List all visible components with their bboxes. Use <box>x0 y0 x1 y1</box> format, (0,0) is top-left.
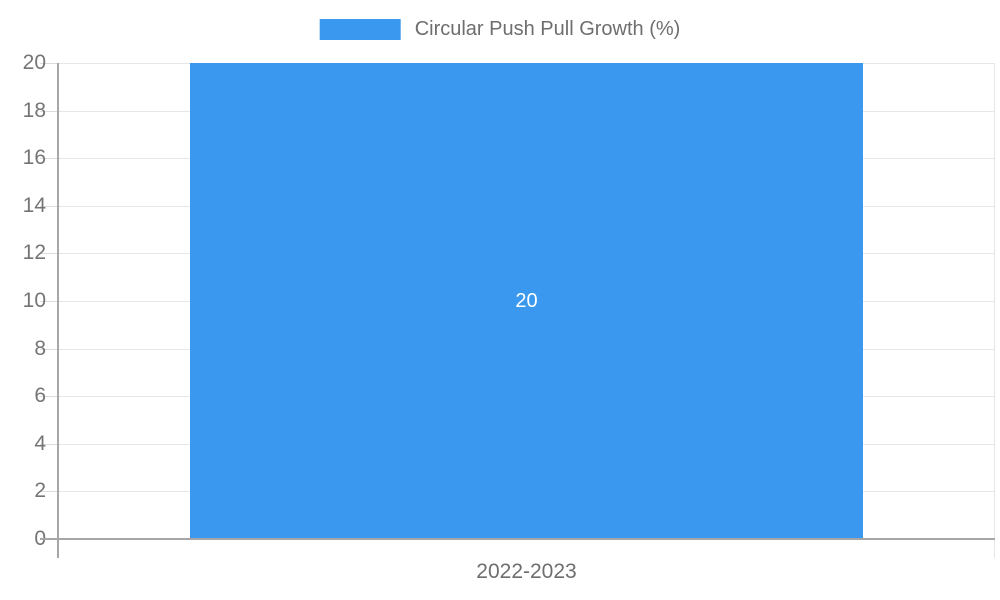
y-tick-label: 20 <box>22 51 46 74</box>
legend-label: Circular Push Pull Growth (%) <box>414 18 681 40</box>
y-tick-label: 14 <box>22 194 46 217</box>
y-tick-label: 2 <box>34 479 46 502</box>
y-tick-mark <box>40 491 58 492</box>
plot-right-boundary-line <box>994 63 995 558</box>
y-tick-label: 4 <box>34 432 46 455</box>
y-tick-mark <box>40 301 58 302</box>
y-tick-mark <box>40 206 58 207</box>
x-axis-category-label: 2022-2023 <box>476 560 577 583</box>
legend-swatch <box>319 19 401 40</box>
y-tick-mark <box>40 63 58 64</box>
y-tick-mark <box>40 349 58 350</box>
y-tick-label: 10 <box>22 289 46 312</box>
y-tick-label: 8 <box>34 337 46 360</box>
y-axis-line <box>57 63 59 558</box>
y-tick-mark <box>40 158 58 159</box>
y-tick-label: 18 <box>22 99 46 122</box>
y-tick-label: 12 <box>22 241 46 264</box>
legend[interactable]: Circular Push Pull Growth (%) <box>319 18 681 41</box>
bar-2022-2023[interactable]: 20 <box>190 63 863 539</box>
bar-value-label: 20 <box>515 289 538 312</box>
y-tick-mark <box>40 444 58 445</box>
y-tick-mark <box>40 396 58 397</box>
y-tick-mark <box>40 111 58 112</box>
y-tick-label: 6 <box>34 384 46 407</box>
y-tick-label: 16 <box>22 146 46 169</box>
x-axis-line <box>40 538 995 540</box>
y-tick-mark <box>40 253 58 254</box>
